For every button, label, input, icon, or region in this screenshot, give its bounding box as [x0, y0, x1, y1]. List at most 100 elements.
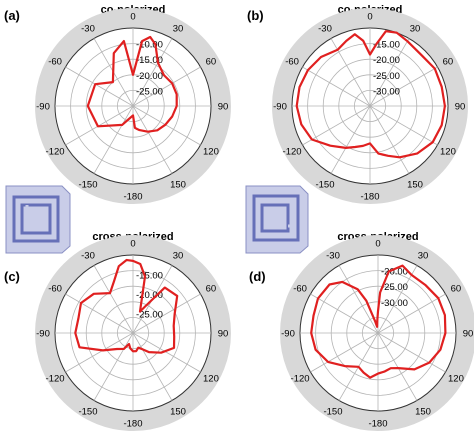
- grid-spoke: [330, 105, 371, 174]
- radial-tick-label: -20.00: [373, 55, 400, 66]
- radial-tick-label: -25.00: [381, 282, 408, 293]
- angle-tick-label: 120: [448, 374, 464, 385]
- angle-tick-label: -90: [36, 329, 50, 340]
- angle-tick-label: 150: [170, 406, 186, 417]
- angle-tick-label: 90: [463, 329, 474, 340]
- grid-spoke: [132, 332, 173, 401]
- grid-spoke: [65, 66, 134, 107]
- unit-cell-icon-left: [5, 185, 71, 254]
- grid-spoke: [369, 66, 438, 107]
- radial-tick-label: -15.00: [373, 40, 400, 51]
- angle-tick-label: -150: [323, 406, 342, 417]
- grid-spoke: [65, 332, 134, 373]
- grid-spoke: [302, 105, 371, 146]
- dial-ring: [35, 8, 231, 204]
- polar-plot-a: 0 30 60 90 120 150 -180 -150 -120 -90 -60 -30 -10.00…: [35, 8, 231, 204]
- angle-tick-label: 30: [173, 24, 184, 35]
- angle-tick-label: -60: [48, 57, 62, 68]
- radial-tick-label: -25.00: [136, 310, 163, 321]
- panel-d: (d) cross-polarized 0306090120150-180-15…: [249, 231, 474, 431]
- angle-tick-label: 0: [375, 239, 380, 250]
- angle-tick-label: -120: [283, 147, 302, 158]
- grid-spoke: [132, 105, 173, 174]
- panel-label-a: (a): [4, 8, 20, 23]
- angle-tick-label: 30: [410, 24, 421, 35]
- dial-ring: [35, 235, 231, 431]
- angle-tick-label: -180: [360, 192, 379, 203]
- grid-spoke: [132, 332, 201, 373]
- grid-spoke: [132, 293, 201, 334]
- grid-spoke: [377, 265, 418, 334]
- polar-plot-d: 0 30 60 90 120 150 -180 -150 -120 -90 -60 -30 -20.00…: [280, 235, 474, 431]
- grid-spoke: [377, 332, 418, 401]
- unit-cell-icon-right: [245, 185, 309, 254]
- angle-tick-label: -60: [285, 57, 299, 68]
- inner-ring: [20, 203, 52, 235]
- grid-spoke: [93, 332, 134, 401]
- angle-tick-label: -120: [46, 374, 65, 385]
- angle-tick-label: -120: [46, 147, 65, 158]
- angle-tick-label: 150: [170, 179, 186, 190]
- dial-ring: [272, 8, 468, 204]
- dial-ring: [280, 235, 474, 431]
- angle-tick-label: -150: [315, 179, 334, 190]
- angle-tick-label: -180: [123, 192, 142, 203]
- angle-tick-label: 120: [440, 147, 456, 158]
- radial-tick-label: -20.00: [136, 71, 163, 82]
- angle-tick-label: 0: [367, 12, 372, 23]
- grid-spoke: [377, 332, 446, 373]
- panel-b: (b) co-polarized 0306090120150-180-150-1…: [247, 4, 468, 204]
- panel-c: (c) cross-polarized 0306090120150-180-15…: [4, 231, 231, 431]
- radiation-pattern-line: [310, 264, 447, 379]
- grid-spoke: [377, 293, 446, 334]
- grid-spoke: [93, 265, 134, 334]
- angle-tick-label: 30: [173, 251, 184, 262]
- panel-label-c: (c): [4, 269, 20, 284]
- grid-spoke: [65, 293, 134, 334]
- angle-tick-label: -150: [78, 179, 97, 190]
- angle-tick-label: 30: [418, 251, 429, 262]
- polar-plot-c: 0 30 60 90 120 150 -180 -150 -120 -90 -60 -30 -15.00…: [35, 235, 231, 431]
- grid-spoke: [369, 105, 438, 146]
- radial-tick-label: -30.00: [381, 298, 408, 309]
- angle-tick-label: 0: [130, 12, 135, 23]
- grid-spoke: [369, 38, 410, 107]
- panel-label-b: (b): [247, 8, 264, 23]
- angle-tick-label: -30: [81, 251, 95, 262]
- angle-tick-label: 150: [415, 406, 431, 417]
- angle-tick-label: 60: [206, 57, 217, 68]
- grid-spoke: [93, 105, 134, 174]
- outer-ring: [12, 195, 60, 243]
- radial-tick-label: -25.00: [373, 71, 400, 82]
- angle-tick-label: -150: [78, 406, 97, 417]
- radial-tick-label: -10.00: [136, 40, 163, 51]
- angle-tick-label: 90: [218, 329, 229, 340]
- grid-spoke: [369, 105, 410, 174]
- angle-tick-label: -30: [326, 251, 340, 262]
- angle-tick-label: 60: [206, 284, 217, 295]
- radiation-pattern-line: [86, 35, 178, 133]
- grid-spoke: [310, 332, 379, 373]
- unit-cell-substrate: [5, 185, 71, 254]
- angle-tick-label: -180: [123, 419, 142, 430]
- angle-tick-label: -60: [293, 284, 307, 295]
- grid-spoke: [338, 265, 379, 334]
- grid-spoke: [302, 66, 371, 107]
- angle-tick-label: -90: [273, 102, 287, 113]
- panel-label-d: (d): [249, 269, 266, 284]
- panel-a: (a) co-polarized 0306090120150-180-150-1…: [4, 4, 231, 204]
- unit-cell-substrate: [245, 185, 309, 254]
- outer-ring: [252, 194, 300, 242]
- angle-tick-label: -120: [291, 374, 310, 385]
- radiation-pattern-line: [74, 258, 179, 354]
- radiation-pattern-line: [295, 30, 446, 159]
- angle-tick-label: 120: [203, 147, 219, 158]
- angle-tick-label: 120: [203, 374, 219, 385]
- angle-tick-label: -60: [48, 284, 62, 295]
- grid-spoke: [132, 105, 201, 146]
- angle-tick-label: -30: [318, 24, 332, 35]
- radial-tick-label: -15.00: [136, 55, 163, 66]
- radial-tick-label: -30.00: [373, 86, 400, 97]
- angle-tick-label: 60: [443, 57, 454, 68]
